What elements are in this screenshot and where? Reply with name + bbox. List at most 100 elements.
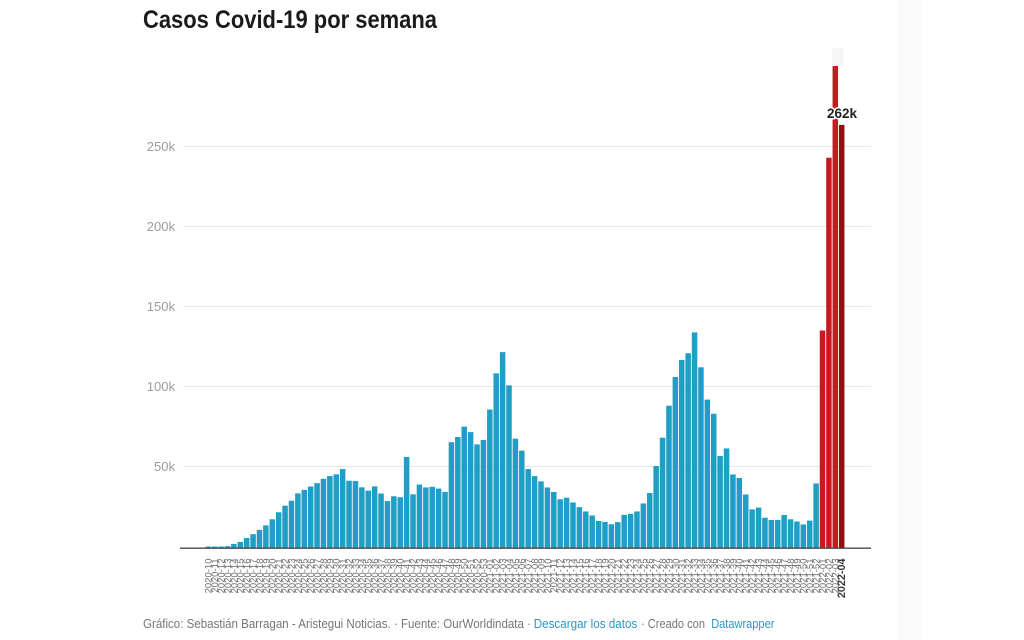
svg-text:2020-28: 2020-28 bbox=[319, 559, 330, 594]
svg-text:2021-41: 2021-41 bbox=[741, 559, 752, 594]
svg-text:2021-49: 2021-49 bbox=[792, 559, 803, 594]
svg-text:2021-51: 2021-51 bbox=[805, 559, 816, 594]
svg-text:2021-03: 2021-03 bbox=[498, 559, 509, 594]
svg-text:2020-30: 2020-30 bbox=[332, 559, 343, 594]
svg-text:2020-46: 2020-46 bbox=[434, 559, 445, 594]
svg-text:2021-35: 2021-35 bbox=[703, 559, 714, 594]
svg-text:2020-32: 2020-32 bbox=[344, 559, 355, 594]
svg-text:2021-10: 2021-10 bbox=[543, 559, 554, 594]
svg-text:2020-26: 2020-26 bbox=[306, 559, 317, 594]
svg-text:Datawrapper: Datawrapper bbox=[711, 617, 774, 631]
svg-text:2021-04: 2021-04 bbox=[504, 559, 515, 594]
svg-text:2021-17: 2021-17 bbox=[588, 559, 599, 594]
svg-text:2020-39: 2020-39 bbox=[389, 559, 400, 594]
svg-text:2021-44: 2021-44 bbox=[760, 559, 771, 594]
svg-text:2021-15: 2021-15 bbox=[575, 559, 586, 594]
svg-text:2020-27: 2020-27 bbox=[312, 559, 323, 594]
svg-text:2020-14: 2020-14 bbox=[229, 559, 240, 594]
svg-text:2021-02: 2021-02 bbox=[492, 559, 503, 594]
svg-text:2020-25: 2020-25 bbox=[300, 559, 311, 594]
svg-text:2020-21: 2020-21 bbox=[274, 559, 285, 594]
svg-text:2021-40: 2021-40 bbox=[735, 559, 746, 594]
svg-text:2021-46: 2021-46 bbox=[773, 559, 784, 594]
svg-text:2022-03: 2022-03 bbox=[831, 559, 842, 594]
svg-text:2021-36: 2021-36 bbox=[709, 559, 720, 594]
svg-text:2021-27: 2021-27 bbox=[652, 559, 663, 594]
svg-text:2020-37: 2020-37 bbox=[376, 559, 387, 594]
svg-text:200k: 200k bbox=[147, 219, 176, 234]
svg-text:2020-10: 2020-10 bbox=[204, 559, 215, 594]
svg-text:2020-47: 2020-47 bbox=[440, 559, 451, 594]
svg-text:2021-21: 2021-21 bbox=[613, 559, 624, 594]
svg-text:2021-16: 2021-16 bbox=[581, 559, 592, 594]
svg-text:2021-11: 2021-11 bbox=[549, 559, 560, 593]
svg-text:2020-35: 2020-35 bbox=[364, 559, 375, 594]
svg-text:250k: 250k bbox=[147, 139, 176, 154]
svg-text:2020-20: 2020-20 bbox=[268, 559, 279, 594]
svg-text:2021-23: 2021-23 bbox=[626, 559, 637, 594]
svg-text:2020-40: 2020-40 bbox=[396, 559, 407, 594]
svg-text:2021-18: 2021-18 bbox=[594, 559, 605, 594]
svg-text:2020-18: 2020-18 bbox=[255, 559, 266, 594]
svg-text:2021-28: 2021-28 bbox=[658, 559, 669, 594]
svg-text:2022-02: 2022-02 bbox=[824, 559, 835, 594]
svg-text:2020-51: 2020-51 bbox=[466, 559, 477, 594]
svg-text:2021-19: 2021-19 bbox=[600, 559, 611, 594]
svg-text:2020-23: 2020-23 bbox=[287, 559, 298, 594]
svg-text:2021-29: 2021-29 bbox=[664, 559, 675, 594]
svg-text:2021-45: 2021-45 bbox=[767, 559, 778, 594]
svg-text:150k: 150k bbox=[147, 299, 176, 314]
svg-text:50k: 50k bbox=[154, 459, 175, 474]
svg-text:2020-12: 2020-12 bbox=[217, 559, 228, 594]
svg-text:2022-01: 2022-01 bbox=[818, 559, 829, 594]
svg-text:2021-07: 2021-07 bbox=[524, 559, 535, 594]
svg-text:Descargar los datos: Descargar los datos bbox=[534, 617, 638, 631]
svg-text:2020-48: 2020-48 bbox=[447, 559, 458, 594]
svg-text:2020-53: 2020-53 bbox=[479, 559, 490, 594]
svg-text:2020-17: 2020-17 bbox=[248, 559, 259, 594]
svg-text:2020-24: 2020-24 bbox=[293, 559, 304, 594]
svg-text:2020-15: 2020-15 bbox=[236, 559, 247, 594]
svg-text:2021-13: 2021-13 bbox=[562, 559, 573, 594]
svg-text:2020-13: 2020-13 bbox=[223, 559, 234, 594]
svg-text:2021-43: 2021-43 bbox=[754, 559, 765, 594]
svg-text:Casos Covid-19 por semana: Casos Covid-19 por semana bbox=[143, 6, 438, 34]
svg-text:2021-37: 2021-37 bbox=[716, 559, 727, 594]
svg-text:2020-19: 2020-19 bbox=[261, 559, 272, 594]
svg-text:2020-43: 2020-43 bbox=[415, 559, 426, 594]
svg-text:2020-31: 2020-31 bbox=[338, 559, 349, 594]
svg-text:2021-01: 2021-01 bbox=[485, 559, 496, 594]
svg-text:2020-44: 2020-44 bbox=[421, 559, 432, 594]
svg-text:Gráfico: Sebastián Barragan -: Gráfico: Sebastián Barragan - Aristegui … bbox=[143, 617, 531, 631]
svg-text:2022-04: 2022-04 bbox=[836, 559, 848, 599]
svg-text:2021-39: 2021-39 bbox=[728, 559, 739, 594]
svg-text:2021-32: 2021-32 bbox=[684, 559, 695, 594]
svg-text:2020-29: 2020-29 bbox=[325, 559, 336, 594]
svg-text:2021-52: 2021-52 bbox=[812, 559, 823, 594]
svg-text:2020-41: 2020-41 bbox=[402, 559, 413, 594]
svg-text:2020-36: 2020-36 bbox=[370, 559, 381, 594]
svg-text:2020-34: 2020-34 bbox=[357, 559, 368, 594]
svg-text:2020-22: 2020-22 bbox=[280, 559, 291, 594]
svg-text:2021-33: 2021-33 bbox=[690, 559, 701, 594]
svg-text:2021-09: 2021-09 bbox=[536, 559, 547, 594]
svg-text:2021-05: 2021-05 bbox=[511, 559, 522, 594]
svg-text:2021-30: 2021-30 bbox=[671, 559, 682, 594]
svg-text:2020-52: 2020-52 bbox=[472, 559, 483, 594]
svg-text:2021-47: 2021-47 bbox=[780, 559, 791, 594]
svg-text:2021-38: 2021-38 bbox=[722, 559, 733, 594]
svg-text:2021-22: 2021-22 bbox=[620, 559, 631, 594]
svg-text:2021-06: 2021-06 bbox=[517, 559, 528, 594]
svg-text:2020-42: 2020-42 bbox=[408, 559, 419, 594]
svg-text:2020-11: 2020-11 bbox=[210, 559, 221, 593]
svg-text:2021-26: 2021-26 bbox=[645, 559, 656, 594]
svg-text:· Creado con: · Creado con bbox=[641, 617, 705, 631]
svg-text:2020-50: 2020-50 bbox=[460, 559, 471, 594]
svg-text:2020-45: 2020-45 bbox=[428, 559, 439, 594]
svg-text:2021-42: 2021-42 bbox=[748, 559, 759, 594]
svg-text:2020-16: 2020-16 bbox=[242, 559, 253, 594]
svg-text:2021-14: 2021-14 bbox=[568, 559, 579, 594]
svg-text:2021-50: 2021-50 bbox=[799, 559, 810, 594]
svg-text:2021-24: 2021-24 bbox=[632, 559, 643, 594]
svg-text:2021-31: 2021-31 bbox=[677, 559, 688, 594]
